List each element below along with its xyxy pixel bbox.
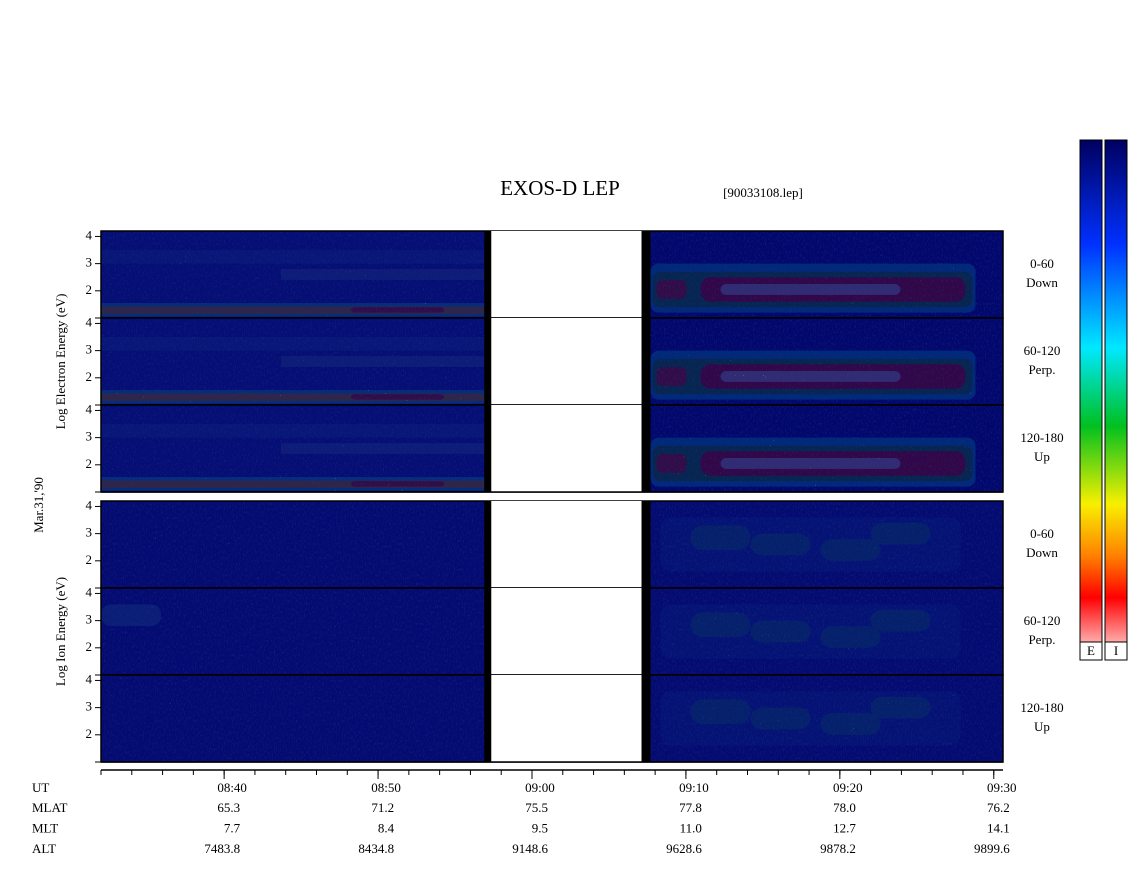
y-tick-label: 3 [86, 699, 93, 714]
data-gap-fill [491, 675, 642, 762]
orbit-label: MLT [32, 820, 58, 835]
y-tick-label: 2 [86, 282, 93, 297]
orbit-value: 11.0 [680, 820, 702, 835]
y-tick-label: 4 [86, 584, 93, 599]
x-tick-label: 09:30 [987, 780, 1017, 795]
x-tick-label: 09:00 [525, 780, 555, 795]
y-tick-label: 2 [86, 639, 93, 654]
orbit-value: 9628.6 [666, 841, 702, 856]
orbit-value: 78.0 [833, 800, 856, 815]
colorbar-label: E [1087, 643, 1095, 658]
panel-direction: Perp. [1028, 362, 1055, 377]
y-axis-label: Log Ion Energy (eV) [53, 577, 68, 686]
y-tick-label: 4 [86, 227, 93, 242]
panel-direction: Down [1026, 545, 1058, 560]
panel-direction: Down [1026, 275, 1058, 290]
data-gap-fill [491, 501, 642, 588]
orbit-value: 7483.8 [204, 841, 240, 856]
panel-angle: 0-60 [1030, 256, 1054, 271]
panel-angle: 120-180 [1020, 700, 1063, 715]
colorbar-label: I [1114, 643, 1118, 658]
orbit-value: 9878.2 [820, 841, 856, 856]
date-label: Mar.31,'90 [31, 477, 46, 533]
panel-angle: 60-120 [1024, 613, 1061, 628]
orbit-label: MLAT [32, 800, 67, 815]
y-tick-label: 2 [86, 369, 93, 384]
chart-subtitle: [90033108.lep] [723, 185, 803, 200]
y-tick-label: 2 [86, 456, 93, 471]
y-axis-label: Log Electron Energy (eV) [53, 294, 68, 430]
orbit-label: ALT [32, 841, 56, 856]
panel-direction: Up [1034, 449, 1050, 464]
orbit-value: 8.4 [378, 820, 395, 835]
orbit-label: UT [32, 780, 49, 795]
panel-direction: Perp. [1028, 632, 1055, 647]
colorbar-box [1104, 641, 1128, 661]
y-tick-label: 3 [86, 255, 93, 270]
orbit-value: 9899.6 [974, 841, 1010, 856]
y-tick-label: 3 [86, 612, 93, 627]
orbit-value: 77.8 [679, 800, 702, 815]
orbit-value: 71.2 [371, 800, 394, 815]
panel-angle: 60-120 [1024, 343, 1061, 358]
data-gap-fill [491, 588, 642, 675]
panel-angle: 0-60 [1030, 526, 1054, 541]
orbit-value: 9148.6 [512, 841, 548, 856]
y-tick-label: 4 [86, 314, 93, 329]
colorbar [1104, 139, 1128, 661]
orbit-value: 7.7 [224, 820, 241, 835]
panel-angle: 120-180 [1020, 430, 1063, 445]
y-tick-label: 3 [86, 525, 93, 540]
x-tick-label: 09:20 [833, 780, 863, 795]
panel-direction: Up [1034, 719, 1050, 734]
y-tick-label: 2 [86, 552, 93, 567]
spectrogram-panel [100, 500, 1004, 589]
y-tick-label: 2 [86, 726, 93, 741]
data-gap-fill [491, 318, 642, 405]
data-gap-fill [491, 405, 642, 492]
orbit-value: 76.2 [987, 800, 1010, 815]
y-tick-label: 3 [86, 429, 93, 444]
orbit-value: 8434.8 [358, 841, 394, 856]
x-tick-label: 08:40 [217, 780, 247, 795]
data-gap-fill [491, 231, 642, 318]
y-tick-label: 4 [86, 671, 93, 686]
y-tick-label: 4 [86, 497, 93, 512]
y-tick-label: 3 [86, 342, 93, 357]
chart-title: EXOS-D LEP [500, 176, 620, 200]
orbit-value: 12.7 [833, 820, 856, 835]
y-tick-label: 4 [86, 401, 93, 416]
colorbar [1079, 139, 1103, 661]
orbit-value: 75.5 [525, 800, 548, 815]
orbit-value: 65.3 [217, 800, 240, 815]
orbit-value: 9.5 [532, 820, 548, 835]
orbit-value: 14.1 [987, 820, 1010, 835]
x-tick-label: 08:50 [371, 780, 401, 795]
x-tick-label: 09:10 [679, 780, 709, 795]
colorbar-box [1079, 641, 1103, 661]
colorbars: E I [1079, 139, 1128, 661]
